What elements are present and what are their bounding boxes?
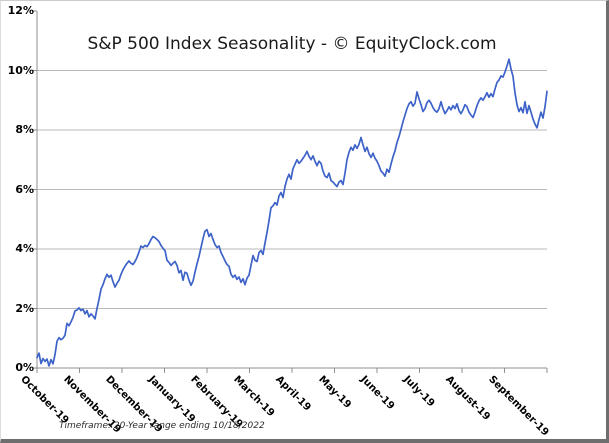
y-axis-label: 8%	[15, 123, 34, 136]
y-axis-label: 2%	[15, 301, 34, 315]
y-axis-label: 12%	[7, 4, 34, 17]
y-axis-label: 6%	[15, 182, 34, 196]
y-axis-label: 10%	[7, 63, 34, 77]
y-axis-label: 0%	[15, 361, 34, 374]
seasonality-line	[36, 58, 548, 367]
y-axis-label: 4%	[15, 242, 34, 255]
timeframe-note: Timeframe: 20-Year range ending 10/18/20…	[59, 421, 265, 431]
chart-title: S&P 500 Index Seasonality - © EquityCloc…	[87, 34, 497, 54]
